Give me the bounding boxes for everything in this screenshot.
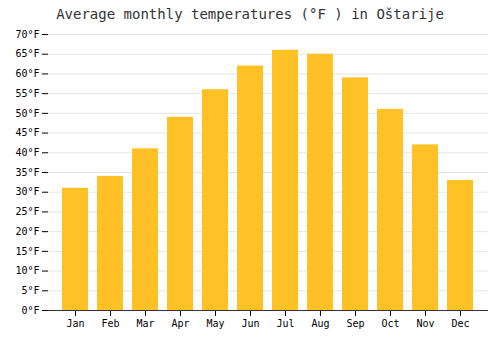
svg-text:Jan: Jan — [66, 318, 84, 329]
svg-text:65°F: 65°F — [15, 48, 39, 59]
svg-text:60°F: 60°F — [15, 68, 39, 79]
svg-text:Jul: Jul — [276, 318, 294, 329]
svg-text:Oct: Oct — [381, 318, 399, 329]
svg-text:Dec: Dec — [451, 318, 469, 329]
svg-text:Jun: Jun — [241, 318, 259, 329]
svg-text:15°F: 15°F — [15, 246, 39, 257]
svg-text:40°F: 40°F — [15, 147, 39, 158]
svg-text:Mar: Mar — [136, 318, 154, 329]
svg-text:Sep: Sep — [346, 318, 364, 329]
svg-text:35°F: 35°F — [15, 167, 39, 178]
svg-text:Apr: Apr — [171, 318, 189, 329]
svg-text:10°F: 10°F — [15, 265, 39, 276]
svg-text:Nov: Nov — [416, 318, 434, 329]
svg-text:Feb: Feb — [101, 318, 119, 329]
svg-text:70°F: 70°F — [15, 29, 39, 40]
html-text:Average monthly temperatures (: Average monthly temperatures (°F ) in Oš… — [56, 6, 444, 22]
svg-text:May: May — [206, 318, 224, 329]
svg-text:20°F: 20°F — [15, 226, 39, 237]
svg-text:Aug: Aug — [311, 318, 329, 329]
svg-text:25°F: 25°F — [15, 206, 39, 217]
svg-text:30°F: 30°F — [15, 186, 39, 197]
svg-text:55°F: 55°F — [15, 88, 39, 99]
svg-text:45°F: 45°F — [15, 127, 39, 138]
svg-text:50°F: 50°F — [15, 108, 39, 119]
svg-text:5°F: 5°F — [21, 285, 39, 296]
svg-text:0°F: 0°F — [21, 305, 39, 316]
